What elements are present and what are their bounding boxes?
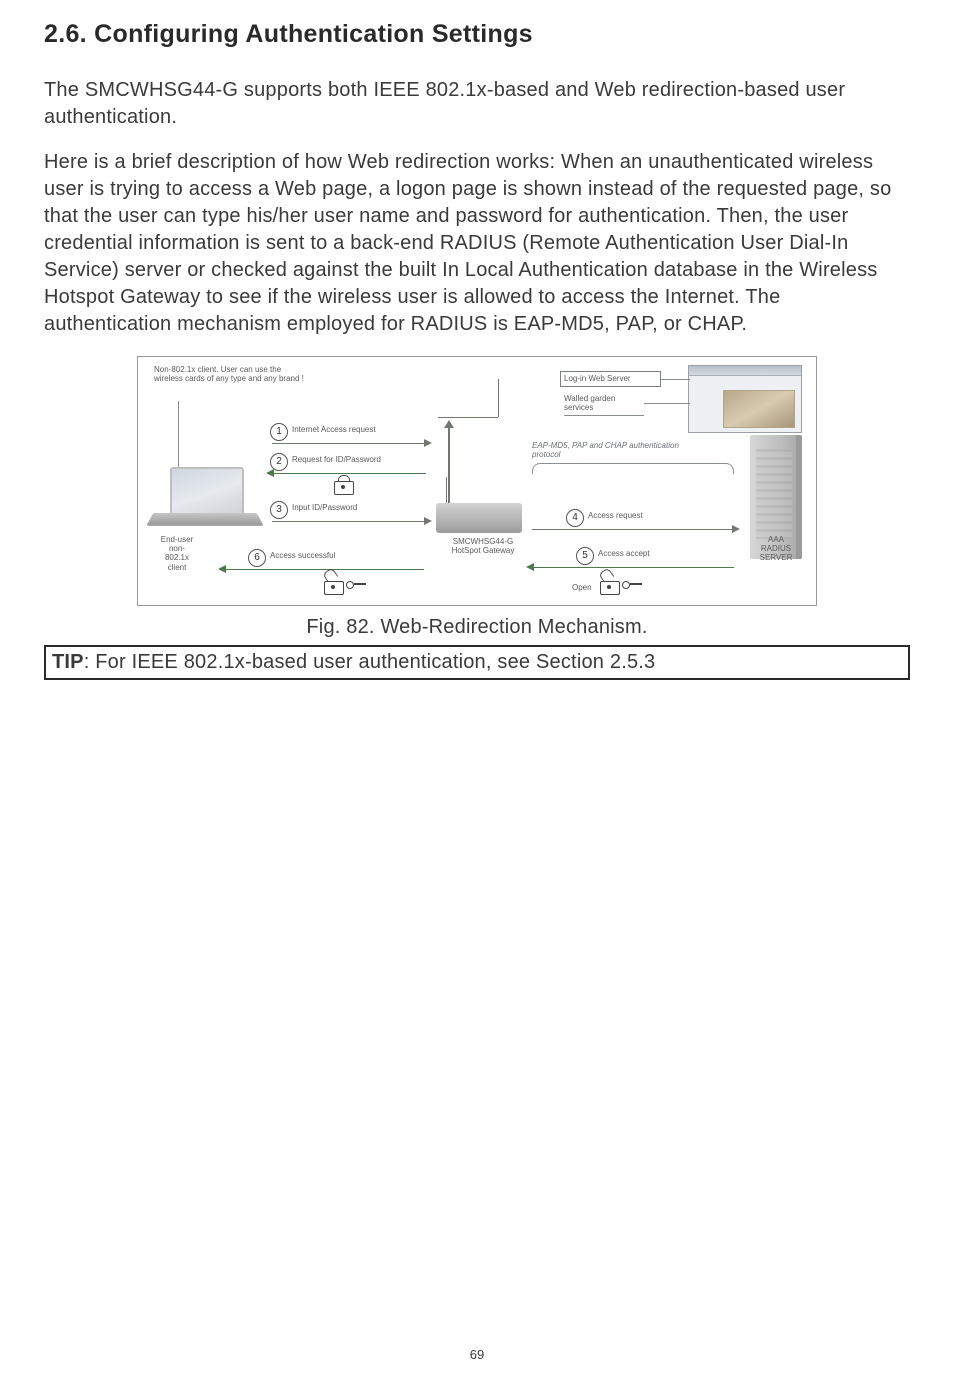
end-user-label: End-user non- 802.1x client [142, 535, 212, 572]
paragraph-2: Here is a brief description of how Web r… [44, 149, 910, 338]
step-3-arrow [272, 521, 426, 522]
protocols-label: EAP-MD5, PAP and CHAP authentication pro… [532, 441, 752, 459]
figure-82: Non-802.1x client. User can use the wire… [137, 356, 817, 606]
step-1-arrow [272, 443, 426, 444]
step-num-5: 5 [576, 547, 594, 565]
browser-stub [438, 379, 688, 417]
router-illustration [436, 503, 522, 533]
step-2-label: Request for ID/Password [292, 455, 381, 464]
note-pointer [178, 401, 179, 467]
tip-label: TIP [52, 651, 84, 673]
protocols-brace [532, 463, 734, 474]
section-title: 2.6. Configuring Authentication Settings [44, 20, 910, 49]
step-num-6: 6 [248, 549, 266, 567]
key-icon-right [622, 579, 642, 589]
step-5-arrow [532, 567, 734, 568]
step-2-arrow [272, 473, 426, 474]
browser-link-h [438, 417, 498, 418]
browser-illustration [688, 365, 802, 433]
key-icon-left [346, 579, 366, 589]
step-num-1: 1 [270, 423, 288, 441]
step-4-label: Access request [588, 511, 643, 520]
tip-box: TIP: For IEEE 802.1x-based user authenti… [44, 645, 910, 680]
figure-wrap: Non-802.1x client. User can use the wire… [44, 356, 910, 606]
step-num-3: 3 [270, 501, 288, 519]
step-4-arrow [532, 529, 734, 530]
open-label: Open [572, 583, 592, 592]
uparrow-to-browser [448, 427, 450, 503]
lock-icon-closed [334, 475, 352, 491]
step-6-arrow [224, 569, 424, 570]
document-page: 2.6. Configuring Authentication Settings… [0, 0, 954, 1388]
router-label: SMCWHSG44-G HotSpot Gateway [428, 537, 538, 555]
step-6-label: Access successful [270, 551, 335, 560]
lock-icon-open-left [324, 575, 342, 591]
step-num-4: 4 [566, 509, 584, 527]
step-5-label: Access accept [598, 549, 650, 558]
laptop-illustration [150, 467, 260, 537]
paragraph-1: The SMCWHSG44-G supports both IEEE 802.1… [44, 77, 910, 131]
server-label: AAA RADIUS SERVER [748, 535, 804, 563]
tip-text: : For IEEE 802.1x-based user authenticat… [84, 651, 656, 673]
figure-caption: Fig. 82. Web-Redirection Mechanism. [44, 616, 910, 639]
client-note: Non-802.1x client. User can use the wire… [154, 365, 304, 383]
step-3-label: Input ID/Password [292, 503, 357, 512]
lock-icon-open-right [600, 575, 618, 591]
page-number: 69 [0, 1347, 954, 1362]
step-1-label: Internet Access request [292, 425, 376, 434]
